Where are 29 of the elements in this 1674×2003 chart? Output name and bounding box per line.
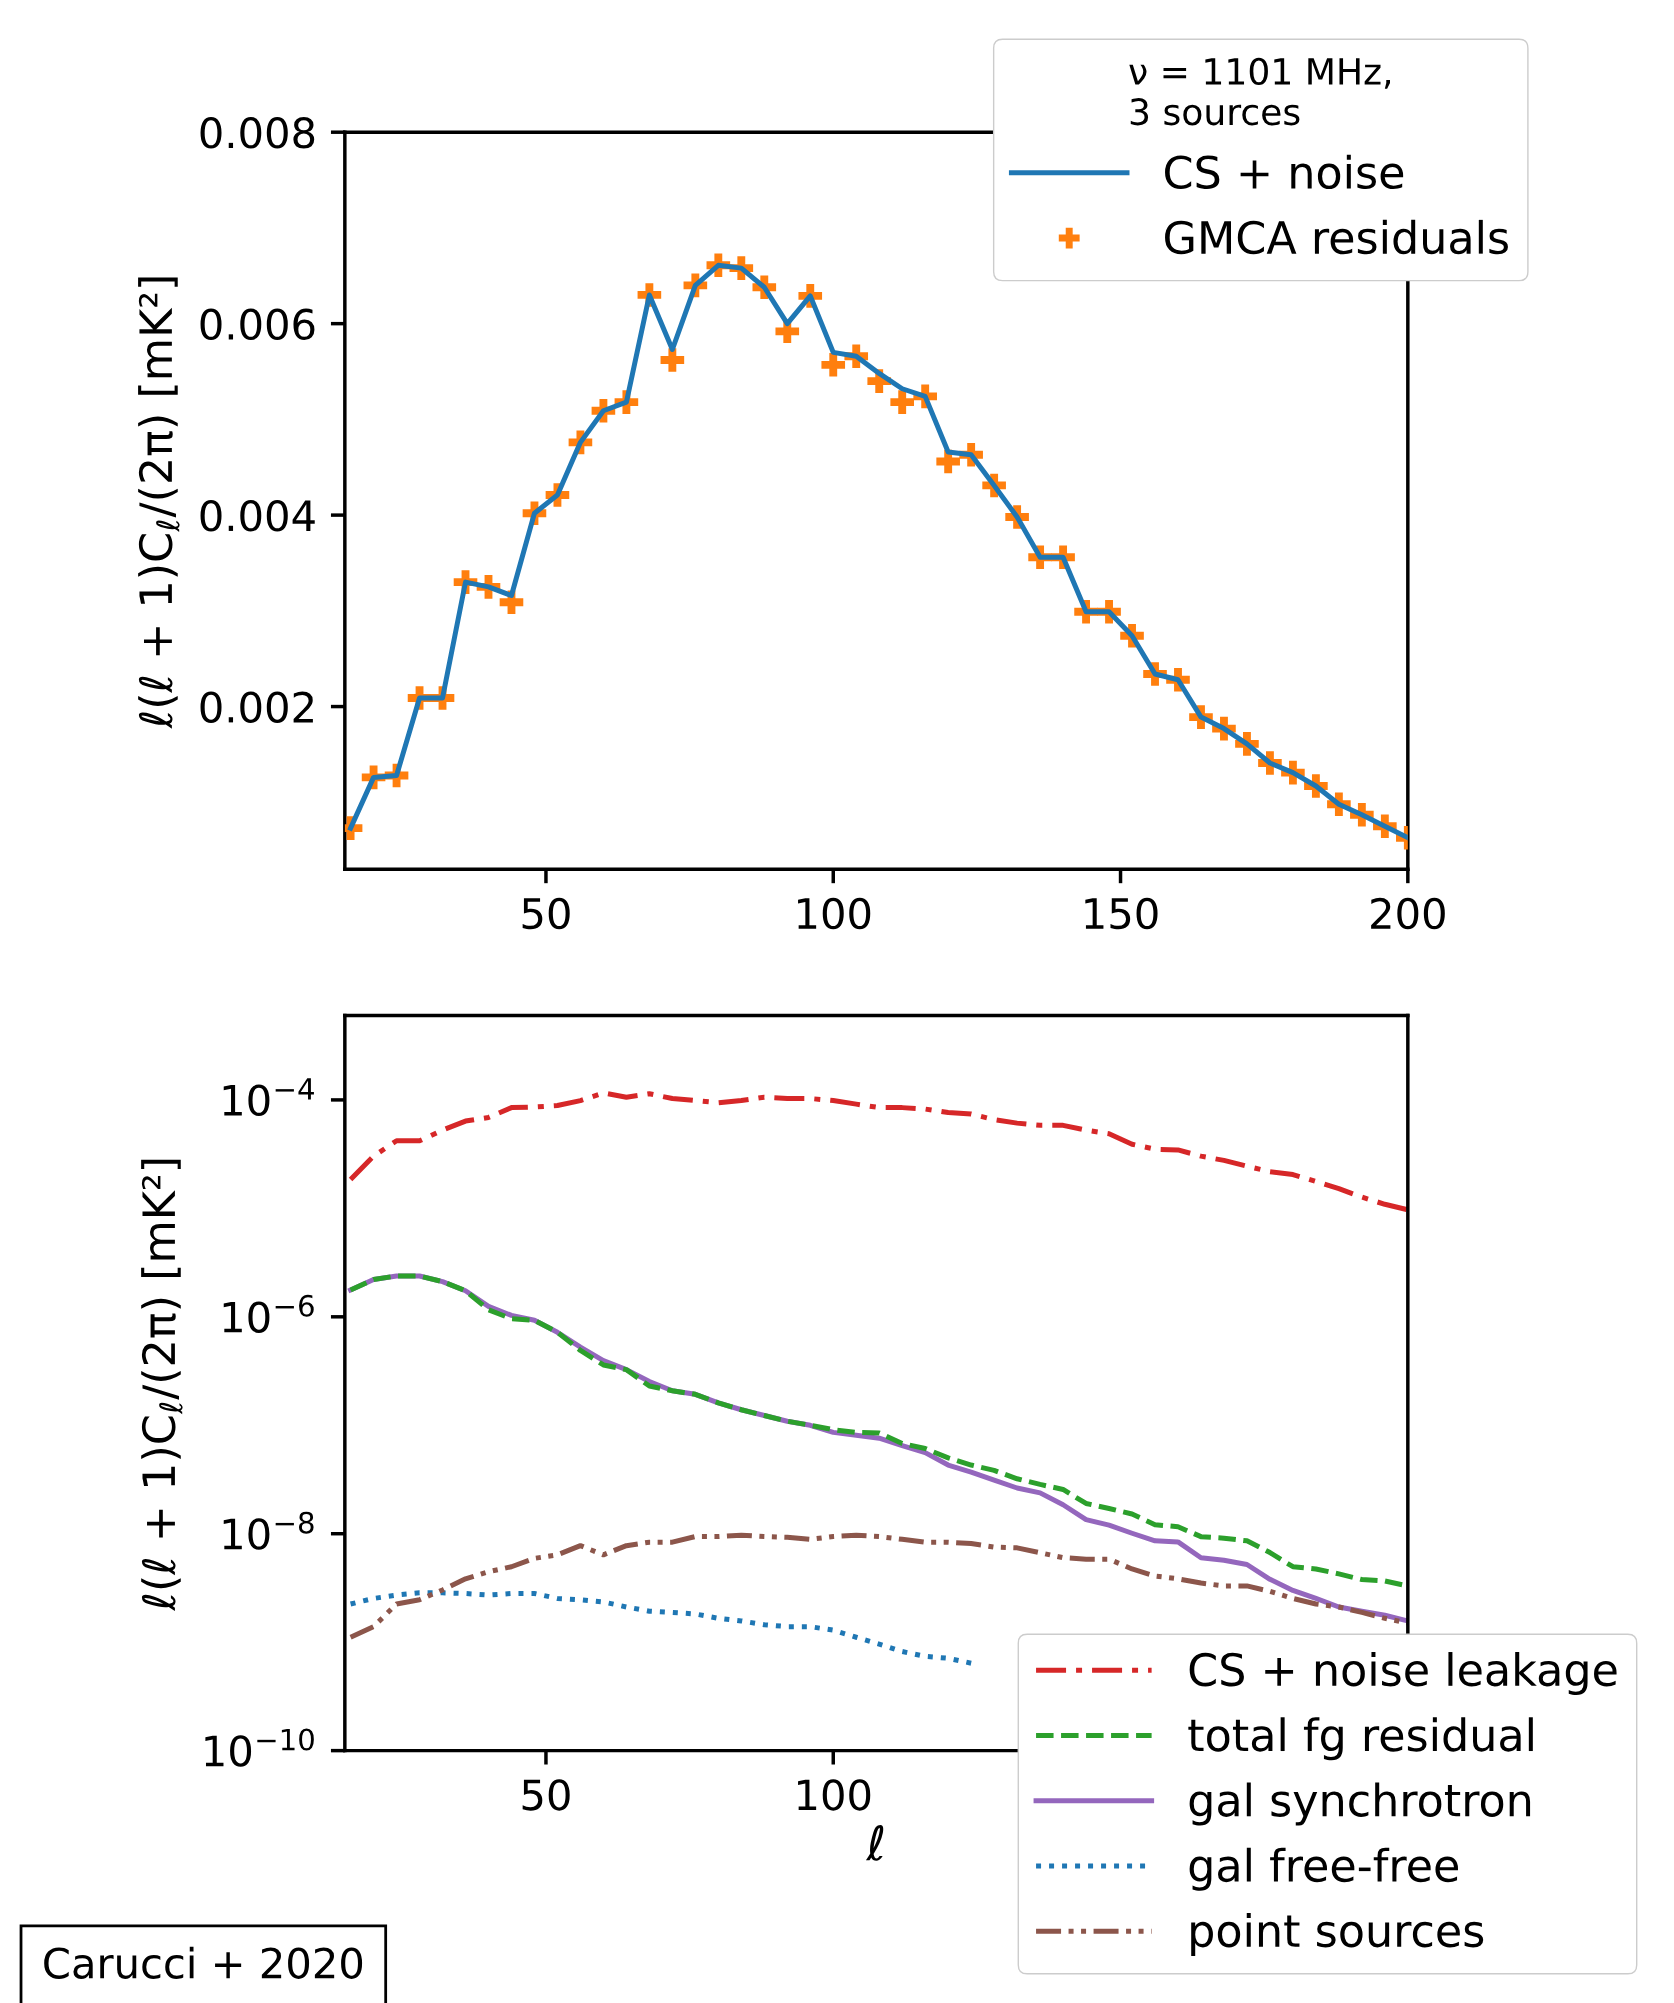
x-axis-title: ℓ (865, 1825, 884, 1861)
legend-label: gal free-free (1189, 1847, 1458, 1891)
legend-label: CS + noise (1165, 154, 1404, 190)
y-tick-label: 10$^{−10}$ (205, 1728, 314, 1767)
legend-title: ν = 1101 MHz, 3 sources (1129, 57, 1390, 126)
y-tick-label: 10$^{−6}$ (223, 1294, 314, 1333)
legend-label: total fg residual (1188, 1717, 1533, 1761)
y-tick-label: 0.008 (200, 117, 315, 149)
y-axis-title: ℓ(ℓ + 1)C$_{ℓ}$/(2π) [mK²] (138, 277, 180, 729)
y-axis-title: ℓ(ℓ + 1)C$_{ℓ}$/(2π) [mK²] (141, 1159, 183, 1612)
legend-label: GMCA residuals (1165, 219, 1508, 255)
y-tick-label: 10$^{−4}$ (223, 1078, 314, 1117)
x-tick-label: 50 (522, 897, 570, 930)
y-tick-label: 0.002 (200, 691, 313, 723)
text: Carucci + 2020 (44, 1946, 363, 1979)
y-tick-label: 0.004 (200, 500, 315, 532)
x-tick-label: 100 (798, 1779, 871, 1811)
legend-label: point sources (1191, 1912, 1484, 1956)
point (890, 390, 914, 414)
point (660, 348, 685, 372)
point (821, 353, 846, 377)
x-tick-label: 100 (798, 897, 871, 930)
y-tick-label: 10$^{−8}$ (223, 1511, 314, 1550)
legend-label: gal synchrotron (1189, 1782, 1531, 1826)
x-tick-label: 150 (1085, 897, 1158, 930)
y-tick-label: 0.006 (200, 308, 315, 341)
x-tick-label: 50 (522, 1779, 570, 1811)
legend-label: CS + noise leakage (1189, 1652, 1617, 1696)
x-tick-label: 200 (1371, 897, 1445, 930)
